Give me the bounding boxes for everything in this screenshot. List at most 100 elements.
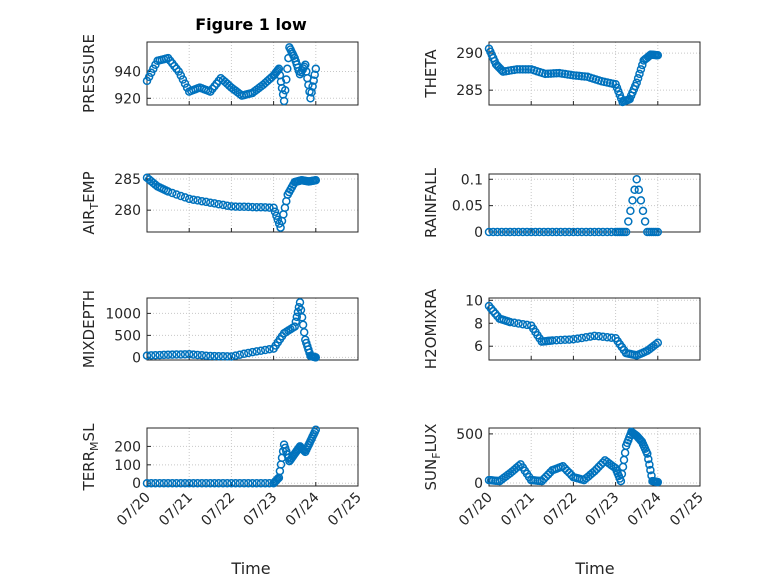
data-point bbox=[265, 203, 274, 212]
axes-box bbox=[488, 297, 701, 361]
data-point bbox=[552, 227, 561, 237]
subplot-8: 0 500 07/20 07/21 07/22 07/23 07/24 07/25 SUNFLU… bbox=[422, 424, 707, 530]
data-point bbox=[206, 478, 215, 488]
data-point bbox=[275, 466, 285, 476]
x-tick-label: 07/24 bbox=[283, 489, 323, 529]
data-point bbox=[163, 187, 173, 196]
data-point bbox=[515, 65, 525, 74]
data-point bbox=[201, 351, 211, 360]
y-tick-label: 285 bbox=[114, 172, 141, 188]
data-point bbox=[594, 462, 603, 472]
data-point bbox=[252, 347, 261, 356]
data-point bbox=[307, 88, 316, 97]
y-tick-label: 100 bbox=[114, 458, 141, 474]
data-point bbox=[306, 94, 315, 103]
data-point bbox=[189, 478, 198, 488]
data-point bbox=[155, 350, 164, 360]
data-point bbox=[146, 351, 156, 360]
data-point bbox=[643, 449, 652, 458]
data-point bbox=[546, 69, 556, 78]
data-point bbox=[256, 203, 266, 212]
data-point bbox=[168, 188, 177, 198]
x-axis-label-right: Time bbox=[574, 559, 614, 578]
subplot-3: 280 285 AIRTEMP bbox=[80, 171, 359, 235]
data-point bbox=[574, 71, 584, 81]
data-point bbox=[180, 193, 190, 202]
data-point bbox=[493, 227, 502, 237]
data-point bbox=[210, 199, 219, 208]
data-point bbox=[560, 227, 570, 237]
data-point bbox=[501, 227, 511, 237]
data-point bbox=[618, 462, 628, 472]
data-point bbox=[531, 227, 540, 237]
x-tick-label: 07/23 bbox=[583, 490, 623, 530]
data-point bbox=[581, 227, 591, 237]
data-point bbox=[282, 75, 291, 84]
data-point bbox=[484, 227, 494, 237]
data-point bbox=[142, 478, 152, 488]
data-point bbox=[222, 201, 232, 210]
data-point bbox=[176, 191, 186, 201]
data-point bbox=[635, 69, 644, 79]
data-point bbox=[518, 65, 528, 74]
data-point bbox=[543, 470, 553, 479]
x-tick-label: 07/22 bbox=[198, 490, 238, 530]
data-point bbox=[653, 227, 663, 237]
axes-box bbox=[146, 297, 359, 361]
data-point bbox=[214, 351, 223, 361]
data-point bbox=[645, 460, 654, 469]
data-point bbox=[163, 478, 173, 488]
data-point bbox=[248, 202, 257, 212]
data-point bbox=[201, 478, 211, 488]
data-point bbox=[311, 175, 321, 185]
data-point bbox=[180, 350, 190, 359]
data-point bbox=[541, 472, 551, 482]
data-point bbox=[309, 76, 318, 85]
data-point bbox=[214, 478, 223, 488]
data-point bbox=[231, 478, 240, 488]
data-point bbox=[518, 319, 528, 329]
data-point bbox=[269, 203, 278, 212]
data-point bbox=[176, 478, 186, 488]
data-point bbox=[280, 203, 290, 213]
data-point bbox=[292, 312, 302, 322]
data-point bbox=[144, 72, 154, 82]
data-point bbox=[279, 210, 288, 219]
subplot-6: 6 8 10 H2OMIXRA bbox=[422, 288, 701, 369]
data-point bbox=[598, 332, 608, 342]
data-point bbox=[526, 227, 536, 237]
data-point bbox=[646, 465, 655, 475]
data-point bbox=[522, 320, 532, 330]
data-point bbox=[628, 196, 637, 205]
y-tick-label: 1000 bbox=[105, 306, 141, 322]
data-point bbox=[497, 227, 506, 237]
data-point bbox=[193, 350, 202, 360]
data-point bbox=[632, 175, 641, 184]
data-point bbox=[548, 336, 557, 345]
data-point bbox=[282, 196, 291, 206]
data-point bbox=[577, 227, 587, 237]
data-point bbox=[184, 350, 194, 359]
data-point bbox=[505, 227, 515, 237]
data-point bbox=[537, 476, 547, 486]
data-point bbox=[311, 353, 321, 362]
x-tick-label: 07/22 bbox=[540, 490, 580, 530]
data-point bbox=[512, 65, 522, 74]
data-point bbox=[491, 309, 500, 318]
y-tick-label: 0 bbox=[132, 350, 141, 366]
data-point bbox=[510, 318, 519, 328]
x-axis-label-left: Time bbox=[230, 559, 270, 578]
data-point bbox=[573, 227, 582, 237]
data-point bbox=[210, 351, 219, 361]
data-point bbox=[210, 478, 219, 488]
data-point bbox=[231, 351, 240, 360]
data-point bbox=[151, 478, 160, 488]
y-axis-label: H2OMIXRA bbox=[422, 288, 440, 369]
data-point bbox=[189, 350, 198, 359]
data-point bbox=[310, 70, 319, 79]
data-point bbox=[653, 477, 663, 487]
y-axis-label: SUNFLUX bbox=[422, 424, 443, 491]
data-point bbox=[634, 185, 644, 195]
